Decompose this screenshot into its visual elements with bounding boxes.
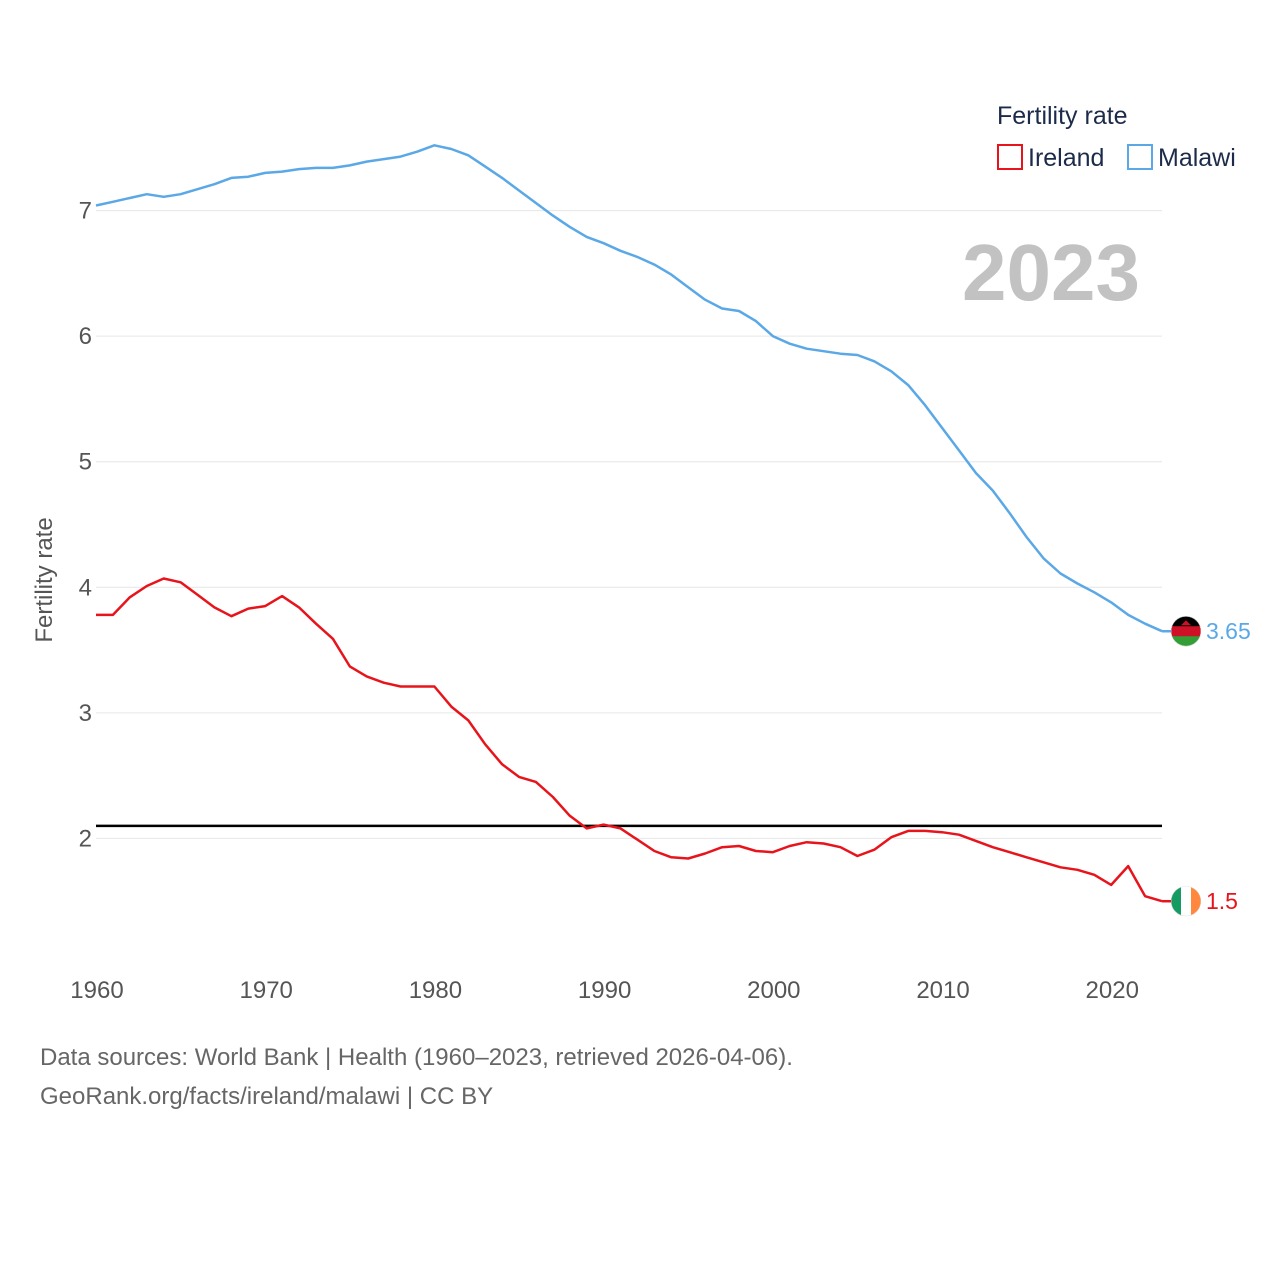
current-year-label: 2023 bbox=[962, 228, 1140, 317]
end-value-label-malawi: 3.65 bbox=[1206, 618, 1251, 644]
x-tick-label-2010: 2010 bbox=[916, 977, 969, 1004]
x-tick-label-1980: 1980 bbox=[409, 977, 462, 1004]
x-tick-label-1970: 1970 bbox=[240, 977, 293, 1004]
legend-swatch-ireland bbox=[997, 144, 1023, 170]
y-tick-label-2: 2 bbox=[79, 825, 92, 852]
legend-item-ireland[interactable]: Ireland bbox=[997, 144, 1104, 172]
end-value-label-ireland: 1.5 bbox=[1206, 888, 1238, 914]
x-tick-label-1990: 1990 bbox=[578, 977, 631, 1004]
y-tick-label-5: 5 bbox=[79, 449, 92, 476]
flag-icon-ireland bbox=[1171, 886, 1201, 917]
y-axis-ticks: 2 3 4 5 6 7 bbox=[79, 198, 92, 853]
series-lines bbox=[95, 144, 1163, 903]
x-tick-label-1960: 1960 bbox=[70, 977, 123, 1004]
legend-swatch-malawi bbox=[1127, 144, 1153, 170]
footer-sources: Data sources: World Bank | Health (1960–… bbox=[40, 1044, 793, 1071]
x-tick-label-2000: 2000 bbox=[747, 977, 800, 1004]
grid-lines bbox=[96, 210, 1162, 839]
flag-icon-malawi bbox=[1171, 616, 1201, 647]
legend-title: Fertility rate bbox=[997, 102, 1128, 130]
y-tick-label-6: 6 bbox=[79, 323, 92, 350]
series-line-malawi bbox=[95, 144, 1163, 633]
end-markers: 1.5 3.65 bbox=[1162, 616, 1251, 917]
y-axis-label: Fertility rate bbox=[31, 517, 58, 642]
series-line-ireland bbox=[96, 577, 1163, 903]
legend-item-malawi[interactable]: Malawi bbox=[1127, 144, 1236, 172]
y-tick-label-7: 7 bbox=[79, 198, 92, 225]
x-axis-ticks: 1960 1970 1980 1990 2000 2010 2020 bbox=[70, 977, 1139, 1004]
x-tick-label-2020: 2020 bbox=[1086, 977, 1139, 1004]
y-tick-label-4: 4 bbox=[79, 574, 92, 601]
footer-attribution: GeoRank.org/facts/ireland/malawi | CC BY bbox=[40, 1083, 494, 1110]
legend: Fertility rate Ireland Malawi bbox=[997, 102, 1236, 172]
legend-label-ireland: Ireland bbox=[1028, 144, 1104, 172]
legend-label-malawi: Malawi bbox=[1158, 144, 1236, 172]
y-tick-label-3: 3 bbox=[79, 700, 92, 727]
